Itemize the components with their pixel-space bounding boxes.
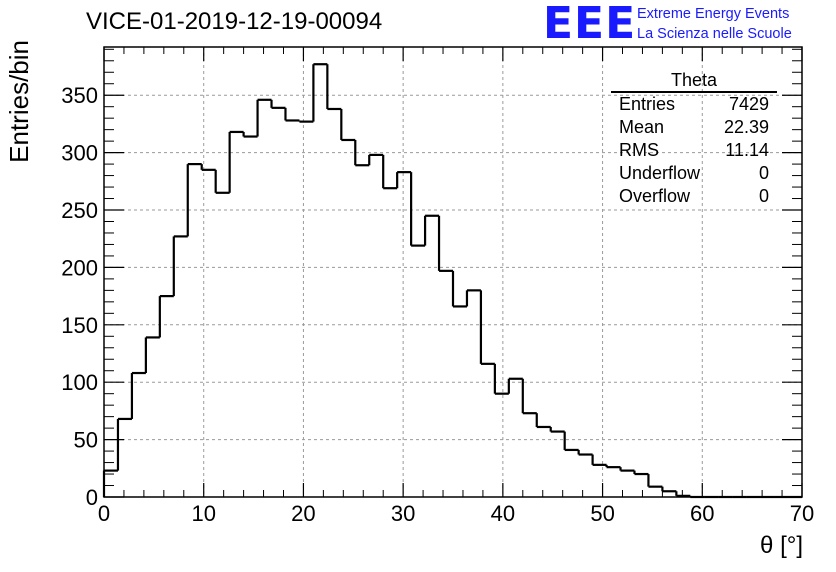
histogram-bin xyxy=(270,99,286,109)
stats-value: 0 xyxy=(758,163,769,183)
stats-row: Entries 7429 xyxy=(611,93,777,116)
histogram-bin xyxy=(577,449,593,456)
stats-label: Overflow xyxy=(619,186,691,206)
stats-value: 0 xyxy=(758,186,769,206)
y-tick-label: 300 xyxy=(61,141,98,166)
stats-row: Overflow 0 xyxy=(611,185,777,208)
histogram-bin xyxy=(102,469,118,497)
y-tick-label: 0 xyxy=(86,485,98,510)
histogram-bin xyxy=(242,131,258,138)
histogram-bin xyxy=(186,162,202,237)
y-axis-label: Entries/bin xyxy=(4,40,34,163)
stats-box: Theta Entries 7429 Mean 22.39 RMS 11.14 … xyxy=(611,70,777,208)
histogram-bin xyxy=(214,169,230,194)
histogram-bin xyxy=(675,491,691,497)
eee-logo-text: Extreme Energy Events La Scienza nelle S… xyxy=(637,4,792,44)
stats-value: 11.14 xyxy=(725,140,769,160)
histogram-bin xyxy=(451,270,467,308)
histogram-bin xyxy=(326,64,342,111)
histogram-bin xyxy=(158,295,174,338)
y-tick-label: 350 xyxy=(61,83,98,108)
histogram-bin xyxy=(130,371,146,419)
logo-line-2: La Scienza nelle Scuole xyxy=(637,26,792,42)
histogram-bin xyxy=(410,172,426,247)
histogram-bin xyxy=(563,431,579,452)
histogram-bin xyxy=(298,120,314,123)
histogram-bin xyxy=(172,235,188,297)
y-tick-label: 250 xyxy=(61,198,98,223)
histogram-bin xyxy=(396,171,412,189)
histogram-bin xyxy=(591,454,607,466)
grid-lines xyxy=(104,47,802,497)
x-axis-label: θ [°] xyxy=(760,532,803,559)
stats-row: Mean 22.39 xyxy=(611,116,777,139)
stats-title: Theta xyxy=(611,70,777,93)
histogram-bin xyxy=(437,215,453,272)
stats-value: 22.39 xyxy=(723,117,769,137)
histogram-bin xyxy=(256,98,272,137)
stats-label: Mean xyxy=(619,117,665,137)
histogram-bin xyxy=(116,417,132,471)
histogram-bin xyxy=(423,214,440,246)
histogram-bin xyxy=(549,426,565,433)
x-tick-label: 60 xyxy=(690,501,714,526)
y-tick-label: 150 xyxy=(61,313,98,338)
y-tick-label: 100 xyxy=(61,370,98,395)
x-tick-label: 10 xyxy=(191,501,215,526)
histogram-bin xyxy=(228,130,244,193)
histogram-bin xyxy=(200,164,216,171)
x-tick-label: 30 xyxy=(391,501,415,526)
stats-row: RMS 11.14 xyxy=(611,139,777,162)
y-tick-label: 50 xyxy=(74,428,98,453)
histogram-bin xyxy=(354,139,370,167)
plot-frame xyxy=(103,46,803,498)
chart-title: VICE-01-2019-12-19-00094 xyxy=(86,8,383,35)
histogram-bin xyxy=(312,63,328,122)
histogram-bin xyxy=(465,289,481,307)
x-tick-label: 20 xyxy=(291,501,315,526)
histogram-bin xyxy=(507,377,523,394)
histogram-bin xyxy=(479,290,495,365)
stats-value: 7429 xyxy=(728,94,769,114)
histogram-bin xyxy=(633,470,649,476)
tick-labels: 0 10 20 30 40 50 60 70 0 50 100 150 200 250 300 350 xyxy=(61,83,814,526)
stats-label: Entries xyxy=(619,94,676,114)
histogram-bin xyxy=(605,464,621,469)
x-tick-label: 0 xyxy=(98,501,110,526)
eee-logo: EEE xyxy=(543,0,637,49)
histogram-bin xyxy=(382,154,398,190)
x-tick-label: 50 xyxy=(590,501,614,526)
x-tick-label: 40 xyxy=(491,501,515,526)
histogram-bin xyxy=(647,474,663,488)
histogram-bin xyxy=(284,107,300,122)
y-tick-label: 200 xyxy=(61,255,98,280)
histogram-bin xyxy=(493,363,509,395)
histogram-bin xyxy=(535,413,551,429)
histogram-bins xyxy=(102,63,802,499)
histogram-bin xyxy=(521,378,537,415)
histogram-bin xyxy=(368,153,384,166)
histogram-bin xyxy=(619,467,635,472)
histogram-bin xyxy=(340,108,356,142)
x-tick-label: 70 xyxy=(790,501,814,526)
stats-label: RMS xyxy=(619,140,659,160)
histogram-bin xyxy=(661,486,677,493)
logo-line-1: Extreme Energy Events xyxy=(637,6,790,22)
stats-label: Underflow xyxy=(619,163,701,183)
stats-row: Underflow 0 xyxy=(611,162,777,185)
histogram-bin xyxy=(144,336,160,374)
